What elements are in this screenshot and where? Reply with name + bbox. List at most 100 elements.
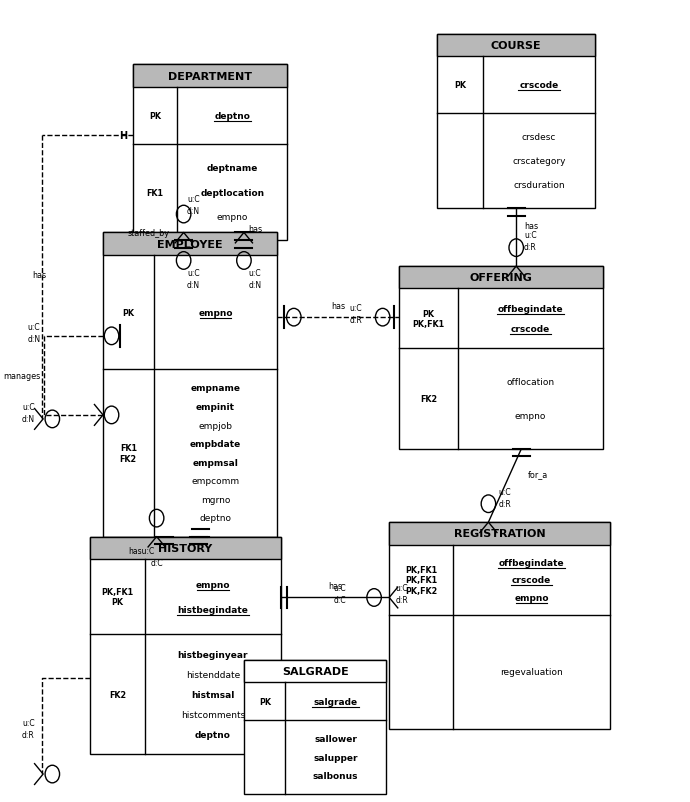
Bar bbox=[437, 35, 595, 57]
Text: u:C: u:C bbox=[248, 269, 262, 277]
Text: PK: PK bbox=[454, 81, 466, 90]
Text: PK,FK1
PK,FK1
PK,FK2: PK,FK1 PK,FK1 PK,FK2 bbox=[405, 565, 437, 595]
Bar bbox=[437, 35, 595, 209]
Text: for_a: for_a bbox=[528, 469, 549, 478]
Text: u:C: u:C bbox=[333, 584, 346, 593]
Text: d:C: d:C bbox=[333, 596, 346, 605]
Text: d:R: d:R bbox=[498, 500, 511, 508]
Text: histbegindate: histbegindate bbox=[177, 605, 248, 614]
Text: FK1: FK1 bbox=[146, 188, 164, 197]
Bar bbox=[103, 233, 277, 256]
Text: has: has bbox=[524, 221, 538, 230]
Text: OFFERING: OFFERING bbox=[470, 273, 533, 283]
Bar bbox=[389, 522, 610, 729]
Text: DEPARTMENT: DEPARTMENT bbox=[168, 71, 252, 82]
Text: mgrno: mgrno bbox=[201, 496, 230, 504]
Text: REGISTRATION: REGISTRATION bbox=[453, 529, 545, 539]
Text: u:C: u:C bbox=[22, 403, 34, 412]
Text: salbonus: salbonus bbox=[313, 772, 359, 780]
Text: has: has bbox=[328, 581, 342, 590]
Text: FK2: FK2 bbox=[109, 690, 126, 699]
Text: PK
PK,FK1: PK PK,FK1 bbox=[413, 310, 445, 329]
Text: empno: empno bbox=[514, 593, 549, 602]
Text: u:C: u:C bbox=[187, 269, 199, 277]
Text: u:C: u:C bbox=[524, 230, 537, 239]
Text: histcomments: histcomments bbox=[181, 710, 245, 719]
Text: salupper: salupper bbox=[313, 753, 358, 762]
Text: deptname: deptname bbox=[206, 164, 258, 173]
Text: histenddate: histenddate bbox=[186, 670, 240, 679]
Text: u:C: u:C bbox=[498, 488, 511, 496]
Text: d:N: d:N bbox=[21, 415, 34, 424]
Text: deptno: deptno bbox=[195, 730, 231, 739]
Text: empjob: empjob bbox=[199, 421, 233, 430]
Text: d:R: d:R bbox=[350, 316, 362, 325]
Bar bbox=[399, 267, 603, 289]
Text: d:N: d:N bbox=[248, 281, 262, 290]
Text: u:C: u:C bbox=[350, 304, 362, 313]
Text: crscode: crscode bbox=[511, 324, 551, 334]
Text: H: H bbox=[119, 131, 128, 140]
Text: FK1
FK2: FK1 FK2 bbox=[120, 444, 137, 463]
Text: deptno: deptno bbox=[199, 514, 231, 523]
Text: offlocation: offlocation bbox=[506, 378, 555, 387]
Text: empinit: empinit bbox=[196, 403, 235, 411]
Text: PK,FK1
PK: PK,FK1 PK bbox=[101, 587, 134, 606]
Bar bbox=[132, 65, 287, 241]
Text: regevaluation: regevaluation bbox=[500, 667, 563, 676]
Text: PK: PK bbox=[122, 308, 135, 317]
Text: d:N: d:N bbox=[187, 207, 200, 216]
Bar bbox=[132, 65, 287, 87]
Text: empcomm: empcomm bbox=[191, 476, 239, 486]
Text: d:N: d:N bbox=[28, 334, 41, 343]
Text: empno: empno bbox=[198, 308, 233, 317]
Bar bbox=[90, 537, 281, 559]
Text: crsduration: crsduration bbox=[513, 180, 565, 190]
Text: crscode: crscode bbox=[512, 576, 551, 585]
Text: manages: manages bbox=[3, 371, 41, 380]
Text: d:N: d:N bbox=[187, 281, 200, 290]
Text: has: has bbox=[331, 302, 345, 310]
Text: crscategory: crscategory bbox=[513, 156, 566, 166]
Text: crsdesc: crsdesc bbox=[522, 133, 556, 142]
Text: has: has bbox=[32, 271, 46, 280]
Text: histmsal: histmsal bbox=[191, 690, 235, 699]
Text: u:C: u:C bbox=[28, 322, 40, 331]
Text: staffed_by: staffed_by bbox=[128, 229, 170, 237]
Text: crscode: crscode bbox=[520, 81, 559, 90]
Bar bbox=[389, 522, 610, 545]
Text: PK: PK bbox=[149, 111, 161, 120]
Bar bbox=[244, 660, 386, 683]
Text: d:R: d:R bbox=[22, 730, 34, 739]
Bar bbox=[103, 233, 277, 537]
Text: hasu:C: hasu:C bbox=[128, 547, 154, 556]
Text: sallower: sallower bbox=[314, 735, 357, 743]
Text: deptlocation: deptlocation bbox=[200, 188, 264, 197]
Text: offbegindate: offbegindate bbox=[498, 305, 564, 314]
Text: deptno: deptno bbox=[215, 111, 250, 120]
Text: u:C: u:C bbox=[396, 584, 408, 593]
Text: offbegindate: offbegindate bbox=[499, 558, 564, 567]
Text: d:C: d:C bbox=[151, 559, 164, 568]
Text: COURSE: COURSE bbox=[491, 41, 542, 51]
Text: SALGRADE: SALGRADE bbox=[282, 666, 348, 676]
Text: empno: empno bbox=[217, 213, 248, 221]
Text: EMPLOYEE: EMPLOYEE bbox=[157, 239, 223, 249]
Text: has: has bbox=[248, 225, 263, 233]
Text: u:C: u:C bbox=[187, 195, 199, 204]
Bar bbox=[244, 660, 386, 794]
Text: HISTORY: HISTORY bbox=[158, 543, 213, 553]
Text: salgrade: salgrade bbox=[314, 697, 358, 706]
Text: empno: empno bbox=[515, 411, 546, 420]
Text: FK2: FK2 bbox=[420, 395, 437, 403]
Text: empname: empname bbox=[190, 384, 240, 393]
Text: histbeginyear: histbeginyear bbox=[177, 650, 248, 659]
Text: u:C: u:C bbox=[22, 718, 34, 727]
Bar bbox=[90, 537, 281, 754]
Text: PK: PK bbox=[259, 697, 271, 706]
Text: empmsal: empmsal bbox=[193, 458, 239, 467]
Text: empbdate: empbdate bbox=[190, 439, 241, 448]
Text: empno: empno bbox=[196, 580, 230, 589]
Text: d:R: d:R bbox=[396, 596, 408, 605]
Text: d:R: d:R bbox=[524, 242, 537, 251]
